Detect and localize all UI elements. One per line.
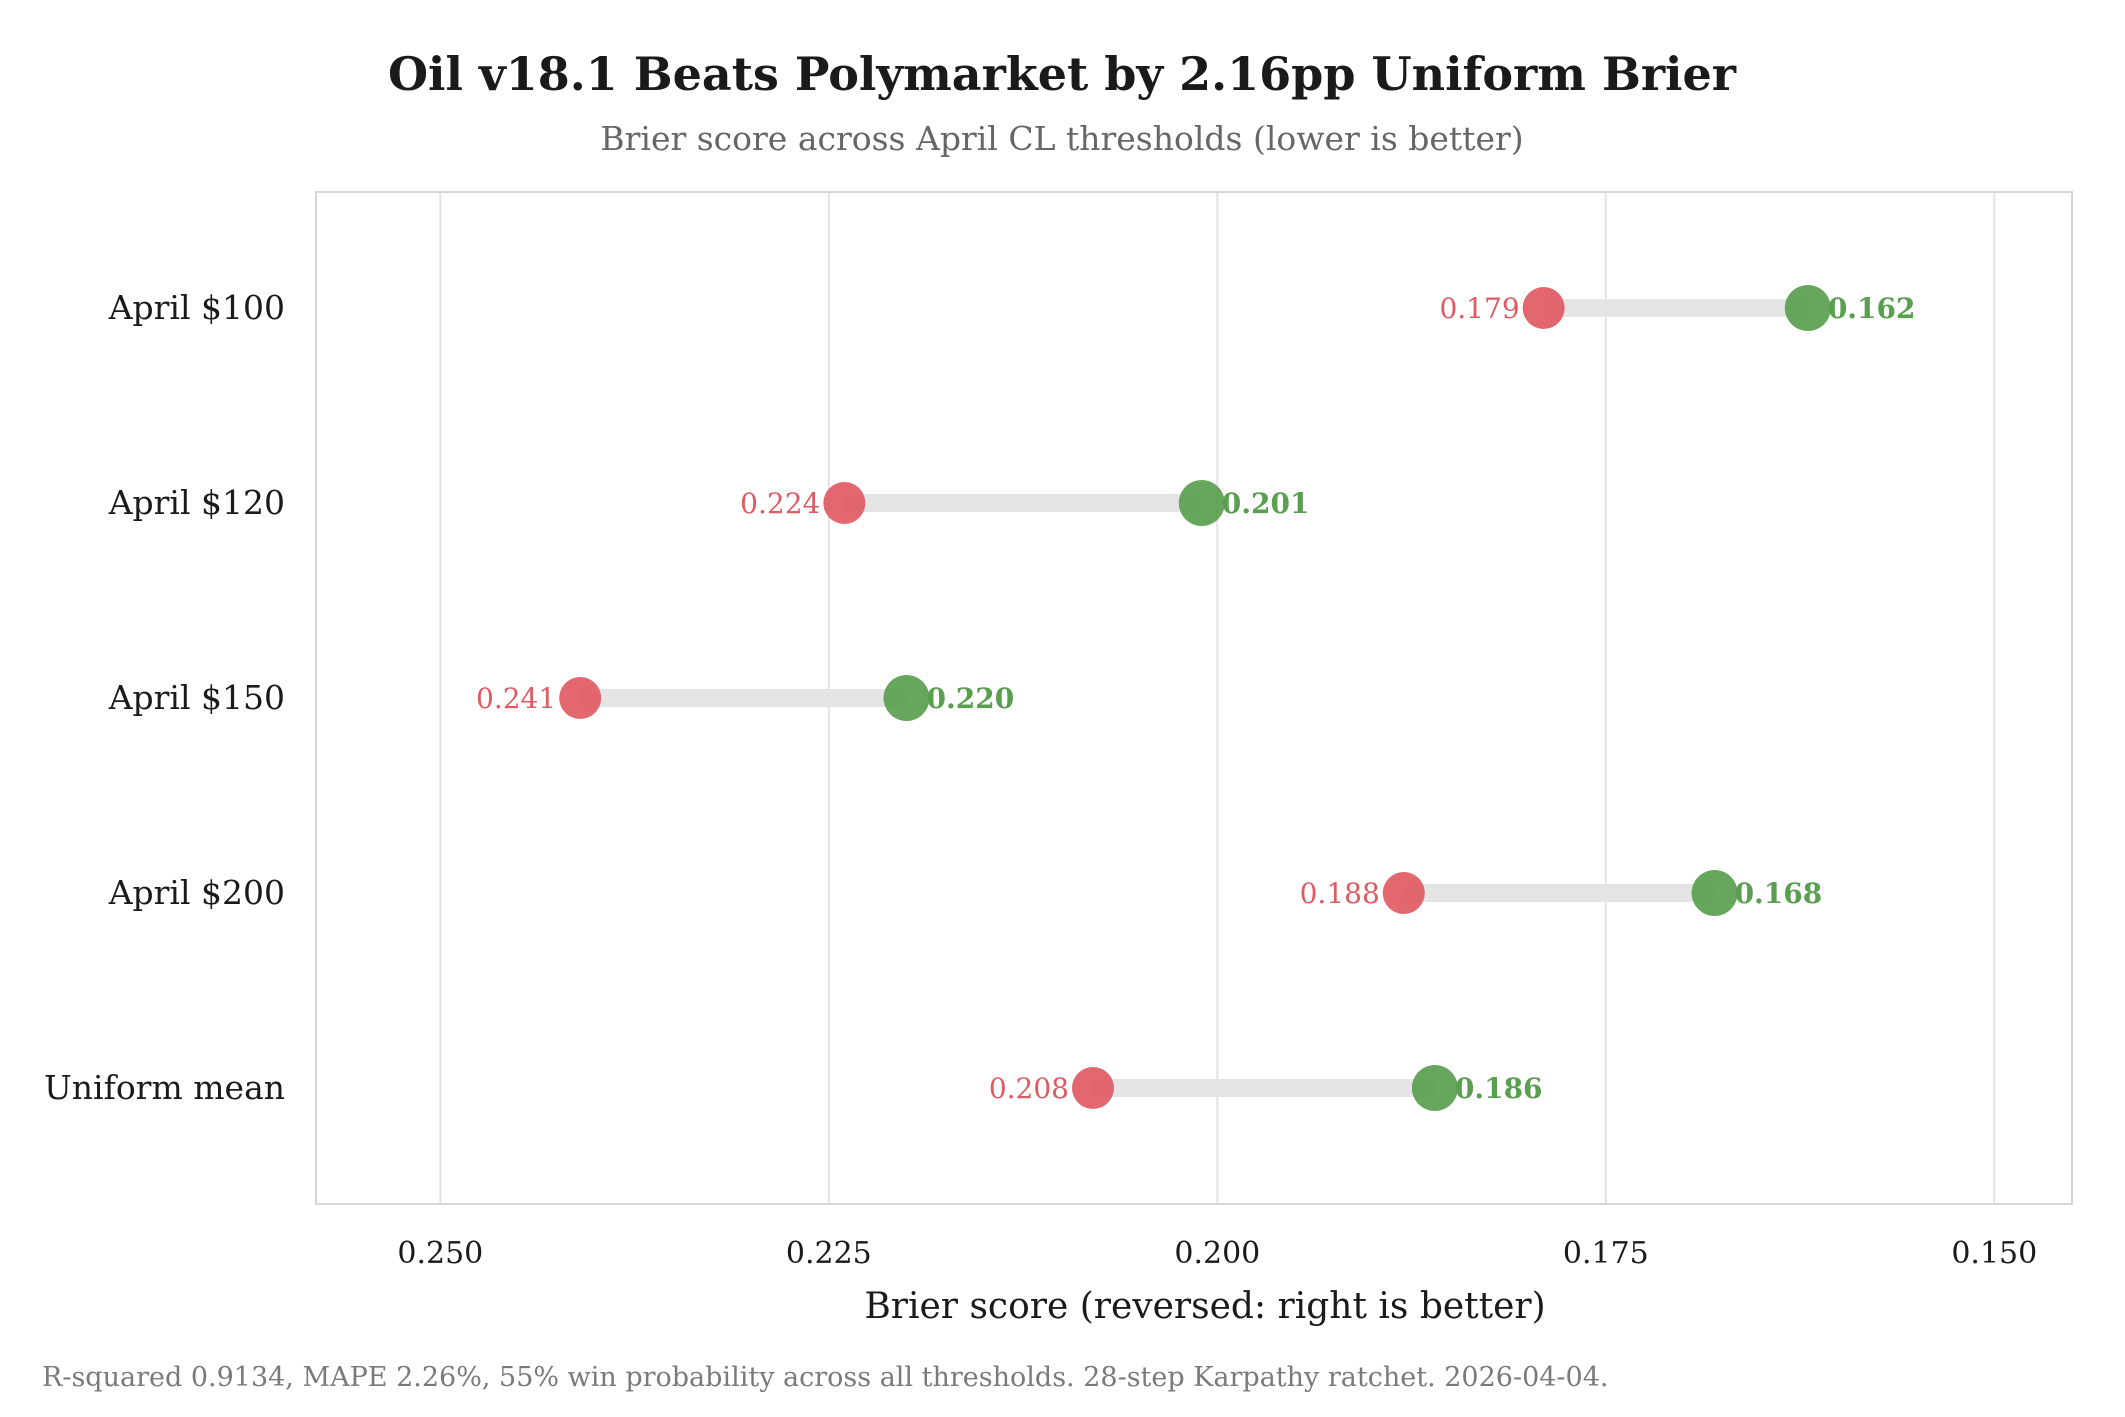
x-axis-title: Brier score (reversed: right is better) (864, 1286, 1545, 1327)
category-label: April $200 (108, 873, 285, 912)
x-tick-label: 0.175 (1563, 1236, 1649, 1271)
x-tick-labels: 0.250 0.225 0.200 0.175 0.150 (397, 1236, 2037, 1271)
category-labels: April $100 April $120 April $150 April $200… (44, 288, 285, 1107)
chart-caption: R-squared 0.9134, MAPE 2.26%, 55% win pr… (42, 1362, 1609, 1393)
polymarket-point (823, 482, 866, 524)
polymarket-value-label: 0.188 (1300, 877, 1380, 910)
polymarket-value-label: 0.241 (476, 682, 556, 715)
model-point (883, 675, 930, 721)
model-point (1411, 1065, 1458, 1111)
x-tick-label: 0.250 (397, 1236, 483, 1271)
connectors (580, 299, 1808, 1097)
plot-frame (315, 191, 2073, 1205)
x-tick-label: 0.225 (786, 1236, 872, 1271)
grid-lines (439, 192, 1996, 1204)
chart-title: Oil v18.1 Beats Polymarket by 2.16pp Uni… (388, 47, 1737, 101)
model-value-label: 0.201 (1222, 487, 1310, 520)
model-value-label: 0.220 (927, 682, 1015, 715)
x-tick-label: 0.200 (1174, 1236, 1260, 1271)
points (559, 285, 1831, 1111)
model-value-label: 0.186 (1455, 1072, 1543, 1105)
category-label: April $120 (108, 483, 285, 522)
model-point (1178, 480, 1225, 526)
x-tick-label: 0.150 (1951, 1236, 2037, 1271)
polymarket-point (1071, 1067, 1114, 1109)
category-label: April $150 (108, 678, 285, 717)
polymarket-point (1382, 872, 1425, 914)
polymarket-value-label: 0.208 (989, 1072, 1069, 1105)
polymarket-point (1522, 287, 1565, 329)
model-value-label: 0.162 (1828, 292, 1916, 325)
polymarket-point (559, 677, 602, 719)
model-point (1784, 285, 1831, 331)
category-label: Uniform mean (44, 1068, 285, 1107)
value-labels: 0.179 0.162 0.224 0.201 0.241 0.220 0.188 0.168… (476, 292, 1916, 1105)
chart-subtitle: Brier score across April CL thresholds (… (600, 119, 1523, 158)
category-label: April $100 (108, 288, 285, 327)
polymarket-value-label: 0.179 (1439, 292, 1519, 325)
polymarket-value-label: 0.224 (740, 487, 820, 520)
model-point (1691, 870, 1738, 916)
model-value-label: 0.168 (1735, 877, 1823, 910)
